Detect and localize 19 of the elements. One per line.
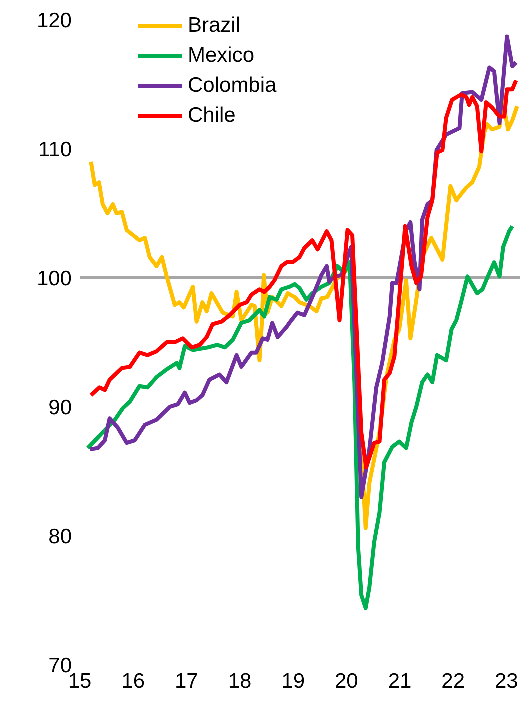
y-tick-label: 100 (36, 267, 72, 290)
legend-label: Chile (188, 103, 236, 129)
y-tick-label: 80 (48, 525, 72, 548)
legend-label: Brazil (188, 13, 241, 39)
x-tick-label: 23 (494, 670, 518, 693)
line-series (89, 78, 518, 470)
y-tick-label: 110 (38, 138, 72, 162)
x-tick-label: 19 (282, 670, 306, 693)
line-series (86, 224, 515, 610)
legend-label: Colombia (188, 73, 277, 99)
x-tick-label: 17 (174, 670, 198, 693)
x-tick-label: 18 (228, 670, 252, 693)
x-tick-label: 21 (388, 670, 412, 693)
x-tick-label: 20 (334, 670, 358, 693)
x-tick-label: 22 (442, 670, 466, 693)
x-tick-label: 16 (122, 670, 146, 693)
legend-label: Mexico (188, 43, 255, 69)
y-tick-label: 120 (36, 9, 72, 32)
y-tick-label: 90 (48, 396, 72, 420)
